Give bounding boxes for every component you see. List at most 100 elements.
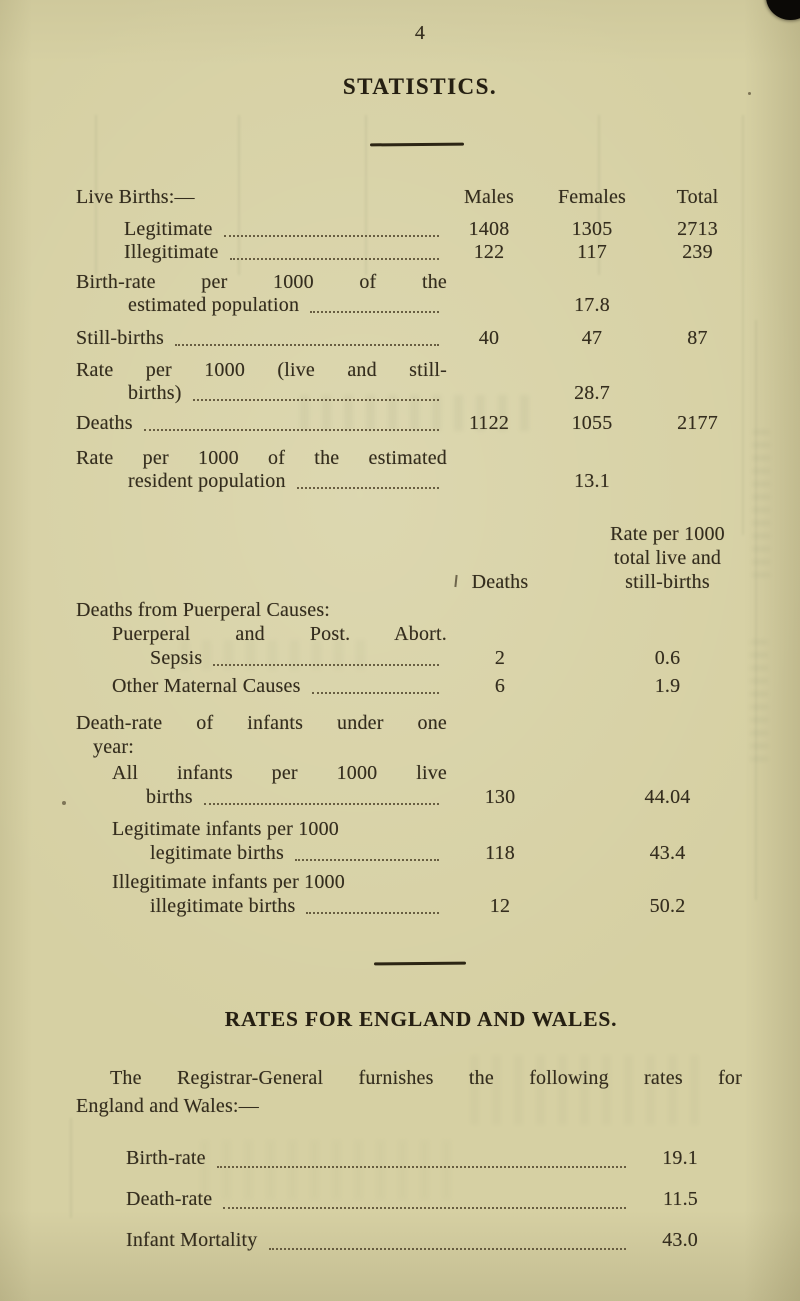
row-label-line2: estimated population <box>128 294 300 316</box>
dot-leader <box>203 803 439 805</box>
rate-value: 43.0 <box>662 1229 698 1251</box>
col-header-males: Males <box>464 186 514 208</box>
dot-leader <box>268 1248 626 1250</box>
section-heading: RATES FOR ENGLAND AND WALES. <box>224 1007 618 1031</box>
value-males: 122 <box>473 241 505 263</box>
value-males: 1122 <box>468 412 510 434</box>
divider-rule <box>369 142 465 146</box>
value-rate: 43.4 <box>649 842 686 864</box>
row-label: Other Maternal Causes <box>112 675 301 697</box>
showthrough-line <box>742 115 744 535</box>
live-births-caption: Live Births:— <box>76 186 195 208</box>
dot-leader <box>310 311 439 313</box>
table-row-deaths: Deaths 1122 1055 2177 <box>76 412 742 435</box>
showthrough-text-smudge <box>752 430 770 580</box>
value-females: 1055 <box>571 412 613 434</box>
value-females: 17.8 <box>574 294 610 316</box>
col-header-females: Females <box>557 186 627 208</box>
row-label-line2: illegitimate births <box>150 895 296 917</box>
value-females: 47 <box>581 327 603 349</box>
maternal-infant-table: Deaths Rate per 1000 total live and stil… <box>76 522 742 918</box>
rate-label: Death-rate <box>126 1188 213 1210</box>
value-deaths: 130 <box>484 786 516 808</box>
col-header-total: Total <box>676 186 719 208</box>
table-row-still-births: Still-births 40 47 87 <box>76 327 742 350</box>
showthrough-text-smudge <box>750 640 768 770</box>
table-row-illegitimate: Illegitimate 122 117 239 <box>76 241 742 264</box>
table-header-row: Live Births:— Males Females Total <box>76 186 742 209</box>
dot-leader <box>311 692 439 694</box>
showthrough-line <box>70 1118 72 1218</box>
row-label: Illegitimate <box>124 241 219 263</box>
table-row-rate-resident: Rate per 1000 of the estimated resident … <box>76 447 742 493</box>
rate-row-infant-mortality: Infant Mortality 43.0 <box>76 1226 698 1254</box>
row-label-line1: All infants per 1000 live <box>112 762 447 784</box>
value-deaths: 118 <box>485 842 515 864</box>
dot-leader <box>229 258 439 260</box>
value-rate: 50.2 <box>649 895 686 917</box>
value-females: 13.1 <box>574 470 610 492</box>
row-label-line1: Legitimate infants per 1000 <box>112 818 340 840</box>
dot-leader <box>213 664 439 666</box>
page-title: STATISTICS. <box>342 74 498 99</box>
col-header-deaths: Deaths <box>471 571 529 593</box>
value-total: 2713 <box>677 218 718 240</box>
table-row-legitimate: Legitimate 1408 1305 2713 <box>76 218 742 241</box>
value-rate: 44.04 <box>644 786 691 808</box>
scan-speck <box>748 92 751 95</box>
row-label-line1: Puerperal and Post. Abort. <box>112 623 447 645</box>
table-row-legitimate-infants: Legitimate infants per 1000 legitimate b… <box>76 817 742 865</box>
rate-label: Infant Mortality <box>126 1229 258 1251</box>
dot-leader <box>174 344 439 346</box>
table-row-illegitimate-infants: Illegitimate infants per 1000 illegitima… <box>76 870 742 918</box>
showthrough-crease <box>755 320 757 900</box>
england-wales-section: RATES FOR ENGLAND AND WALES. The Registr… <box>76 1006 742 1254</box>
dot-leader <box>306 912 439 914</box>
row-label: Legitimate <box>124 218 213 240</box>
dot-leader <box>192 399 439 401</box>
value-females: 117 <box>577 241 607 263</box>
value-deaths: 6 <box>494 675 506 697</box>
scan-speck <box>62 801 66 805</box>
value-males: 40 <box>478 327 500 349</box>
value-females: 28.7 <box>574 382 610 404</box>
row-label-line2: births) <box>128 382 182 404</box>
row-label-line2: births <box>146 786 193 808</box>
divider-rule <box>373 961 467 965</box>
value-total: 87 <box>687 327 708 349</box>
rates-list: Birth-rate 19.1 Death-rate 11.5 Infant M… <box>76 1144 698 1254</box>
row-label-line2: resident population <box>128 470 286 492</box>
table-row-other-maternal: Other Maternal Causes 6 1.9 <box>76 674 742 698</box>
value-deaths: 2 <box>494 647 506 669</box>
group-label-puerperal: Deaths from Puerperal Causes: <box>76 599 331 621</box>
col-header-rate: Rate per 1000 total live and still-birth… <box>610 523 725 593</box>
rate-value: 19.1 <box>662 1147 698 1169</box>
vital-statistics-table: Live Births:— Males Females Total Legiti… <box>76 186 742 493</box>
dot-leader <box>143 429 439 431</box>
value-total: 239 <box>682 241 713 263</box>
value-deaths: 12 <box>489 895 511 917</box>
dot-leader <box>223 1207 626 1209</box>
rate-value: 11.5 <box>662 1188 698 1210</box>
row-label-line1: Rate per 1000 (live and still- <box>76 359 447 381</box>
section-paragraph: The Registrar-General furnishes the foll… <box>76 1067 742 1117</box>
row-label-line1: Illegitimate infants per 1000 <box>112 871 345 893</box>
table-row-birth-rate: Birth-rate per 1000 of the estimated pop… <box>76 271 742 317</box>
dot-leader <box>223 235 439 237</box>
page-number: 4 <box>414 22 426 44</box>
value-total: 2177 <box>677 412 718 434</box>
table-row-sepsis: Puerperal and Post. Abort. Sepsis 2 0.6 <box>76 622 742 670</box>
dot-leader <box>294 859 439 861</box>
row-label-line2: Sepsis <box>150 647 203 669</box>
rate-row-death-rate: Death-rate 11.5 <box>76 1185 698 1213</box>
table-row-rate-live-still: Rate per 1000 (live and still- births) 2… <box>76 359 742 405</box>
value-males: 1408 <box>468 218 510 240</box>
row-label-line2: legitimate births <box>150 842 284 864</box>
row-label-line1: Birth-rate per 1000 of the <box>76 271 447 293</box>
table-header-row: Deaths Rate per 1000 total live and stil… <box>76 522 742 594</box>
ink-blot-artifact <box>766 0 800 20</box>
dot-leader <box>296 487 439 489</box>
rate-row-birth-rate: Birth-rate 19.1 <box>76 1144 698 1172</box>
row-label-line1: Rate per 1000 of the estimated <box>76 447 447 469</box>
